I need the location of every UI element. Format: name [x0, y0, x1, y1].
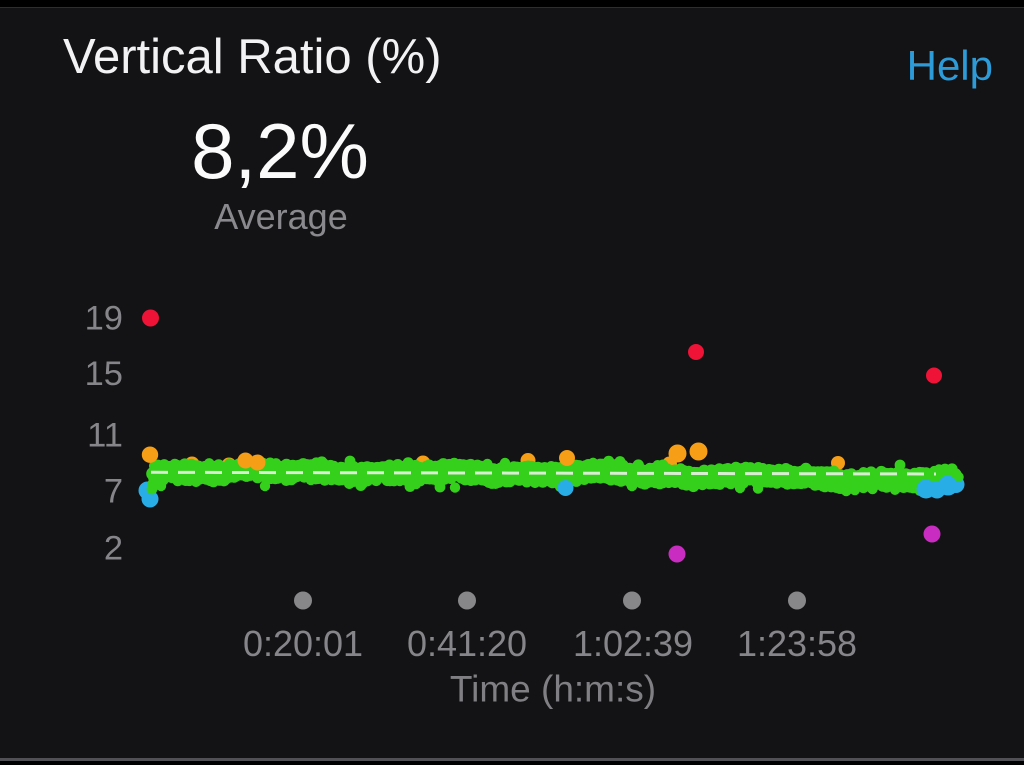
svg-text:Time (h:m:s): Time (h:m:s)	[450, 669, 656, 710]
svg-text:2: 2	[104, 530, 123, 568]
svg-text:1:02:39: 1:02:39	[573, 623, 693, 664]
svg-text:19: 19	[85, 300, 123, 338]
svg-text:1:23:58: 1:23:58	[737, 623, 857, 664]
svg-text:0:20:01: 0:20:01	[243, 623, 363, 664]
svg-text:7: 7	[104, 473, 123, 511]
svg-text:0:41:20: 0:41:20	[407, 623, 527, 664]
svg-text:15: 15	[85, 355, 123, 393]
svg-text:11: 11	[87, 417, 123, 455]
